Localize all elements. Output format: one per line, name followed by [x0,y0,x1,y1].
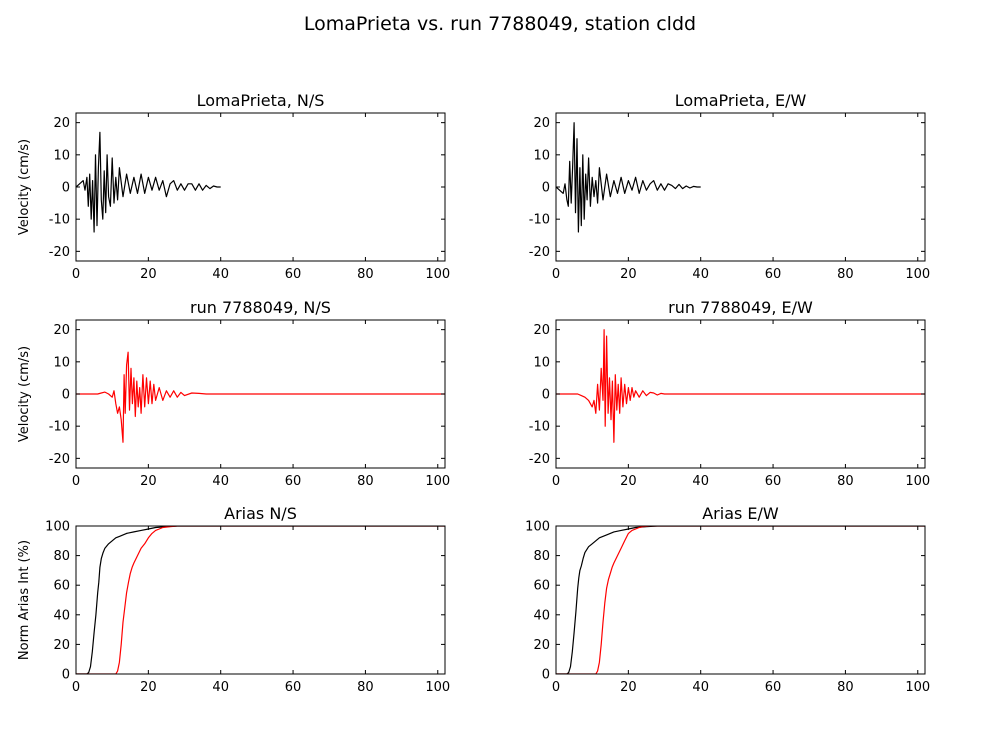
series-line-simulated [76,526,445,674]
series-line-recorded [76,131,221,233]
x-tick-label: 0 [552,267,560,282]
x-tick-label: 80 [837,474,854,489]
y-tick-label: 20 [53,638,70,653]
x-tick-label: 60 [285,680,302,695]
x-tick-label: 80 [357,267,374,282]
y-tick-label: -10 [49,213,70,228]
y-tick-label: 60 [53,579,70,594]
y-tick-label: 20 [53,323,70,338]
y-tick-label: 0 [62,181,70,196]
y-tick-label: 10 [533,355,550,370]
y-tick-label: -10 [529,420,550,435]
y-tick-label: -10 [49,420,70,435]
x-tick-label: 20 [140,267,157,282]
y-tick-label: 10 [533,148,550,163]
subplot-ns_rec: 0 20 40 60 80 100 -20 -10 0 10 20 LomaPrieta, N/S Ve… [17,91,450,282]
figure-title: LomaPrieta vs. run 7788049, station cldd [304,13,696,35]
y-tick-label: 10 [53,355,70,370]
series-line-simulated [556,329,925,443]
x-tick-label: 40 [692,680,709,695]
x-tick-label: 0 [552,474,560,489]
y-tick-label: -10 [529,213,550,228]
y-tick-label: 60 [533,579,550,594]
x-tick-label: 20 [140,474,157,489]
x-tick-label: 60 [765,474,782,489]
y-tick-label: 0 [542,668,550,683]
x-tick-label: 20 [620,680,637,695]
y-tick-label: 40 [533,608,550,623]
x-tick-label: 60 [285,267,302,282]
x-tick-label: 80 [357,680,374,695]
x-tick-label: 40 [212,680,229,695]
series-line-simulated [556,526,925,674]
x-tick-label: 100 [425,474,450,489]
y-tick-label: 20 [533,116,550,131]
axes-frame [555,525,926,675]
y-tick-label: 20 [533,638,550,653]
x-tick-label: 0 [72,474,80,489]
y-tick-label: -20 [49,245,70,260]
series-line-recorded [556,122,701,233]
x-tick-label: 60 [765,267,782,282]
y-axis-label: Velocity (cm/s) [17,139,32,235]
series-line-simulated [76,351,445,443]
subplot-ew_arias: 0 20 40 60 80 100 0 20 40 60 80 100 Arias E/W [525,504,930,695]
y-tick-label: -20 [529,245,550,260]
y-tick-label: -20 [49,452,70,467]
x-tick-label: 20 [620,267,637,282]
subplot-ew_rec: 0 20 40 60 80 100 -20 -10 0 10 20 LomaPrieta, E/W [529,91,930,282]
y-tick-label: 80 [533,549,550,564]
x-tick-label: 80 [357,474,374,489]
x-tick-label: 40 [212,474,229,489]
x-tick-label: 0 [72,267,80,282]
x-tick-label: 60 [765,680,782,695]
x-tick-label: 40 [692,474,709,489]
x-tick-label: 100 [425,267,450,282]
y-axis-label: Norm Arias Int (%) [17,540,32,660]
subplot-title: run 7788049, E/W [668,298,813,317]
x-tick-label: 100 [905,474,930,489]
y-tick-label: -20 [529,452,550,467]
series-line-recorded [76,526,445,674]
x-tick-label: 100 [905,680,930,695]
subplot-ns_sim: 0 20 40 60 80 100 -20 -10 0 10 20 run 7788049, N/S V… [17,298,450,489]
axes-frame [75,525,446,675]
y-tick-label: 0 [62,388,70,403]
x-tick-label: 100 [905,267,930,282]
x-tick-label: 20 [140,680,157,695]
x-tick-label: 80 [837,267,854,282]
x-tick-label: 20 [620,474,637,489]
y-tick-label: 0 [542,388,550,403]
y-tick-label: 0 [62,668,70,683]
subplot-title: Arias E/W [702,504,779,523]
subplot-ew_sim: 0 20 40 60 80 100 -20 -10 0 10 20 run 7788049, E/W [529,298,930,489]
y-axis-label: Velocity (cm/s) [17,346,32,442]
subplot-title: LomaPrieta, N/S [197,91,325,110]
x-tick-label: 40 [212,267,229,282]
y-tick-label: 20 [533,323,550,338]
x-tick-label: 0 [72,680,80,695]
subplot-title: Arias N/S [224,504,297,523]
x-tick-label: 100 [425,680,450,695]
y-tick-label: 0 [542,181,550,196]
y-tick-label: 10 [53,148,70,163]
x-tick-label: 40 [692,267,709,282]
y-tick-label: 20 [53,116,70,131]
subplot-title: run 7788049, N/S [190,298,331,317]
series-line-recorded [556,526,925,674]
x-tick-label: 60 [285,474,302,489]
subplot-ns_arias: 0 20 40 60 80 100 0 20 40 60 80 100 Arias N/S Norm Ar… [17,504,450,695]
x-tick-label: 80 [837,680,854,695]
y-tick-label: 40 [53,608,70,623]
subplot-title: LomaPrieta, E/W [675,91,807,110]
y-tick-label: 80 [53,549,70,564]
y-tick-label: 100 [525,520,550,535]
y-tick-label: 100 [45,520,70,535]
x-tick-label: 0 [552,680,560,695]
